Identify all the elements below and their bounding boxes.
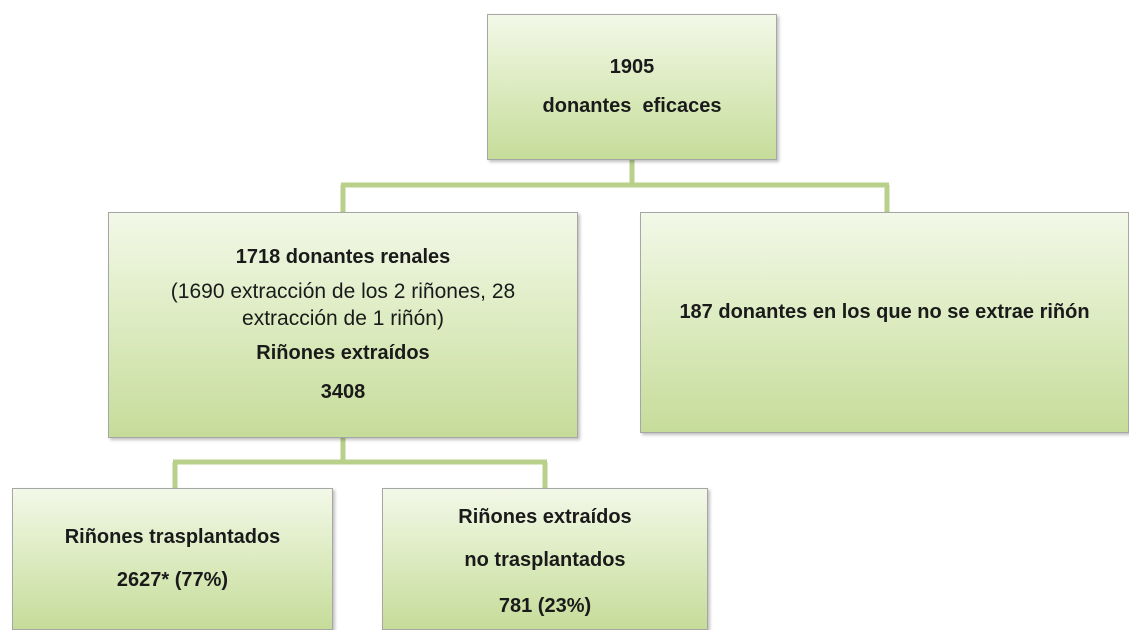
node-text: Riñones extraídos <box>458 506 632 528</box>
node-donors: 1905 donantes eficaces <box>487 14 777 160</box>
node-text: Riñones extraídos <box>256 341 430 364</box>
connector-lines <box>172 160 890 488</box>
node-text: 1905 <box>609 56 655 78</box>
node-text: 1718 donantes renales <box>235 246 451 269</box>
node-text: 187 donantes en los que no se extrae riñ… <box>679 301 1090 323</box>
node-text: Riñones trasplantados <box>64 526 281 548</box>
node-text: donantes eficaces <box>542 95 722 117</box>
node-not-transplanted: Riñones extraídos no trasplantados 781 (… <box>382 488 708 630</box>
node-text: 781 (23%) <box>498 595 592 617</box>
node-transplanted: Riñones trasplantados 2627* (77%) <box>12 488 333 630</box>
node-text: (1690 extracción de los 2 riñones, 28 ex… <box>170 280 522 330</box>
node-renal-donors: 1718 donantes renales (1690 extracción d… <box>108 212 578 438</box>
node-text: 3408 <box>320 380 366 403</box>
node-no-kidney: 187 donantes en los que no se extrae riñ… <box>640 212 1129 433</box>
node-text: 2627* (77%) <box>116 569 229 591</box>
node-text: no trasplantados <box>464 549 626 571</box>
